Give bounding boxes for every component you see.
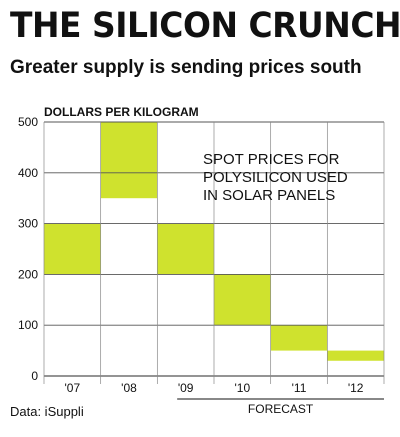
chart-title-line-2: IN SOLAR PANELS: [203, 187, 335, 204]
bar-4: [270, 325, 328, 351]
source-note: Data: iSuppli: [10, 404, 84, 419]
y-tick-label-2: 200: [18, 267, 38, 281]
bar-0: [44, 223, 101, 275]
y-tick-label-5: 500: [18, 115, 38, 129]
gridlines: [43, 121, 385, 384]
bar-3: [214, 274, 271, 326]
bar-1: [100, 122, 158, 199]
y-tick-label-1: 100: [18, 318, 38, 332]
x-tick-label-5: '12: [348, 381, 364, 395]
x-tick-label-4: '11: [292, 381, 307, 395]
forecast-marker: FORECAST: [177, 398, 384, 416]
x-tick-label-2: '09: [178, 381, 194, 395]
headline: THE SILICON CRUNCH: [10, 6, 400, 46]
y-tick-labels: 0 100 200 300 400 500: [18, 115, 38, 383]
forecast-label: FORECAST: [248, 402, 314, 416]
y-tick-label-4: 400: [18, 166, 38, 180]
y-tick-label-3: 300: [18, 217, 38, 231]
subhead: Greater supply is sending prices south: [10, 57, 362, 78]
x-tick-label-3: '10: [235, 381, 251, 395]
x-tick-label-0: '07: [65, 381, 81, 395]
y-axis-label: DOLLARS PER KILOGRAM: [44, 105, 199, 119]
bar-5: [327, 350, 384, 361]
chart-title-line-1: POLYSILICON USED: [203, 169, 348, 186]
price-range-bars: [44, 122, 384, 361]
x-tick-labels: '07 '08 '09 '10 '11 '12: [65, 381, 364, 395]
bar-2: [157, 223, 214, 275]
x-tick-label-1: '08: [121, 381, 137, 395]
chart-title-line-0: SPOT PRICES FOR: [203, 151, 340, 168]
y-tick-label-0: 0: [31, 369, 38, 383]
